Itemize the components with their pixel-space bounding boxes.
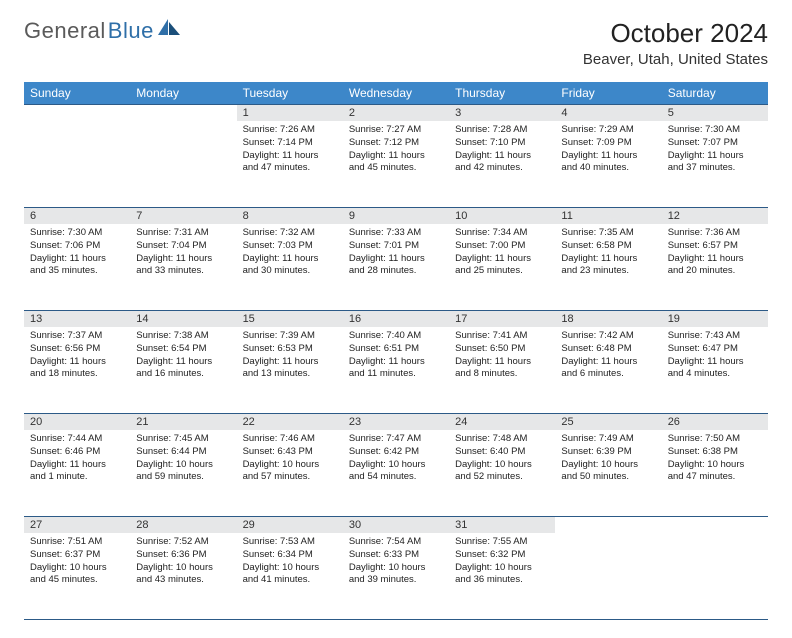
day-cell: Sunrise: 7:54 AMSunset: 6:33 PMDaylight:… (343, 533, 449, 593)
day-cell: Sunrise: 7:48 AMSunset: 6:40 PMDaylight:… (449, 430, 555, 490)
daynum-row: 12345 (24, 104, 768, 121)
weekday-header-row: SundayMondayTuesdayWednesdayThursdayFrid… (24, 82, 768, 104)
day-cell: Sunrise: 7:44 AMSunset: 6:46 PMDaylight:… (24, 430, 130, 490)
day-cell: Sunrise: 7:33 AMSunset: 7:01 PMDaylight:… (343, 224, 449, 284)
day-cell: Sunrise: 7:51 AMSunset: 6:37 PMDaylight:… (24, 533, 130, 593)
day-cell: Sunrise: 7:29 AMSunset: 7:09 PMDaylight:… (555, 121, 661, 181)
day-number: 27 (24, 516, 130, 533)
day-cell: Sunrise: 7:27 AMSunset: 7:12 PMDaylight:… (343, 121, 449, 181)
title-block: October 2024 Beaver, Utah, United States (583, 18, 768, 72)
bottom-rule (24, 619, 768, 620)
day-number: 10 (449, 207, 555, 224)
day-number: 19 (662, 310, 768, 327)
day-cell: Sunrise: 7:49 AMSunset: 6:39 PMDaylight:… (555, 430, 661, 490)
day-cell: Sunrise: 7:35 AMSunset: 6:58 PMDaylight:… (555, 224, 661, 284)
day-number: 18 (555, 310, 661, 327)
day-number-empty (130, 104, 236, 121)
day-number: 7 (130, 207, 236, 224)
logo-text-blue: Blue (108, 18, 154, 44)
location: Beaver, Utah, United States (583, 51, 768, 68)
day-cell: Sunrise: 7:36 AMSunset: 6:57 PMDaylight:… (662, 224, 768, 284)
day-number: 21 (130, 413, 236, 430)
day-cell: Sunrise: 7:50 AMSunset: 6:38 PMDaylight:… (662, 430, 768, 490)
week-row: Sunrise: 7:30 AMSunset: 7:06 PMDaylight:… (24, 224, 768, 310)
daynum-row: 20212223242526 (24, 413, 768, 430)
weekday-header: Tuesday (237, 82, 343, 104)
day-cell: Sunrise: 7:45 AMSunset: 6:44 PMDaylight:… (130, 430, 236, 490)
day-number: 24 (449, 413, 555, 430)
day-cell-empty (130, 121, 236, 130)
week-row: Sunrise: 7:37 AMSunset: 6:56 PMDaylight:… (24, 327, 768, 413)
day-cell: Sunrise: 7:37 AMSunset: 6:56 PMDaylight:… (24, 327, 130, 387)
day-cell: Sunrise: 7:31 AMSunset: 7:04 PMDaylight:… (130, 224, 236, 284)
day-number: 4 (555, 104, 661, 121)
day-cell: Sunrise: 7:34 AMSunset: 7:00 PMDaylight:… (449, 224, 555, 284)
weekday-header: Sunday (24, 82, 130, 104)
calendar-page: General Blue October 2024 Beaver, Utah, … (0, 0, 792, 638)
day-cell: Sunrise: 7:32 AMSunset: 7:03 PMDaylight:… (237, 224, 343, 284)
day-number: 13 (24, 310, 130, 327)
day-cell: Sunrise: 7:26 AMSunset: 7:14 PMDaylight:… (237, 121, 343, 181)
day-cell: Sunrise: 7:30 AMSunset: 7:07 PMDaylight:… (662, 121, 768, 181)
day-cell: Sunrise: 7:30 AMSunset: 7:06 PMDaylight:… (24, 224, 130, 284)
day-cell: Sunrise: 7:39 AMSunset: 6:53 PMDaylight:… (237, 327, 343, 387)
day-number: 1 (237, 104, 343, 121)
daynum-row: 6789101112 (24, 207, 768, 224)
day-number: 6 (24, 207, 130, 224)
weekday-header: Monday (130, 82, 236, 104)
day-number: 15 (237, 310, 343, 327)
day-cell: Sunrise: 7:47 AMSunset: 6:42 PMDaylight:… (343, 430, 449, 490)
day-cell: Sunrise: 7:55 AMSunset: 6:32 PMDaylight:… (449, 533, 555, 593)
logo-text-general: General (24, 18, 106, 44)
day-number: 9 (343, 207, 449, 224)
logo-sail-icon (158, 19, 180, 35)
day-number: 26 (662, 413, 768, 430)
day-number-empty (662, 516, 768, 533)
logo: General Blue (24, 18, 180, 44)
day-number-empty (24, 104, 130, 121)
daynum-row: 2728293031 (24, 516, 768, 533)
day-number: 25 (555, 413, 661, 430)
calendar-table: SundayMondayTuesdayWednesdayThursdayFrid… (24, 82, 768, 619)
day-cell: Sunrise: 7:43 AMSunset: 6:47 PMDaylight:… (662, 327, 768, 387)
day-cell-empty (555, 533, 661, 542)
day-cell: Sunrise: 7:38 AMSunset: 6:54 PMDaylight:… (130, 327, 236, 387)
weekday-header: Friday (555, 82, 661, 104)
day-cell-empty (24, 121, 130, 130)
day-number: 2 (343, 104, 449, 121)
day-number: 23 (343, 413, 449, 430)
week-row: Sunrise: 7:44 AMSunset: 6:46 PMDaylight:… (24, 430, 768, 516)
day-number: 16 (343, 310, 449, 327)
day-number: 31 (449, 516, 555, 533)
day-number: 11 (555, 207, 661, 224)
day-number: 8 (237, 207, 343, 224)
daynum-row: 13141516171819 (24, 310, 768, 327)
day-cell: Sunrise: 7:53 AMSunset: 6:34 PMDaylight:… (237, 533, 343, 593)
day-cell-empty (662, 533, 768, 542)
day-number: 29 (237, 516, 343, 533)
day-number: 14 (130, 310, 236, 327)
day-number: 17 (449, 310, 555, 327)
day-number: 20 (24, 413, 130, 430)
day-number-empty (555, 516, 661, 533)
day-cell: Sunrise: 7:28 AMSunset: 7:10 PMDaylight:… (449, 121, 555, 181)
day-cell: Sunrise: 7:42 AMSunset: 6:48 PMDaylight:… (555, 327, 661, 387)
week-row: Sunrise: 7:26 AMSunset: 7:14 PMDaylight:… (24, 121, 768, 207)
day-number: 22 (237, 413, 343, 430)
weekday-header: Wednesday (343, 82, 449, 104)
month-title: October 2024 (583, 18, 768, 49)
day-cell: Sunrise: 7:41 AMSunset: 6:50 PMDaylight:… (449, 327, 555, 387)
day-number: 12 (662, 207, 768, 224)
weekday-header: Saturday (662, 82, 768, 104)
week-row: Sunrise: 7:51 AMSunset: 6:37 PMDaylight:… (24, 533, 768, 619)
day-number: 28 (130, 516, 236, 533)
weekday-header: Thursday (449, 82, 555, 104)
day-number: 5 (662, 104, 768, 121)
day-cell: Sunrise: 7:46 AMSunset: 6:43 PMDaylight:… (237, 430, 343, 490)
header: General Blue October 2024 Beaver, Utah, … (24, 18, 768, 72)
day-number: 30 (343, 516, 449, 533)
day-cell: Sunrise: 7:40 AMSunset: 6:51 PMDaylight:… (343, 327, 449, 387)
day-cell: Sunrise: 7:52 AMSunset: 6:36 PMDaylight:… (130, 533, 236, 593)
day-number: 3 (449, 104, 555, 121)
